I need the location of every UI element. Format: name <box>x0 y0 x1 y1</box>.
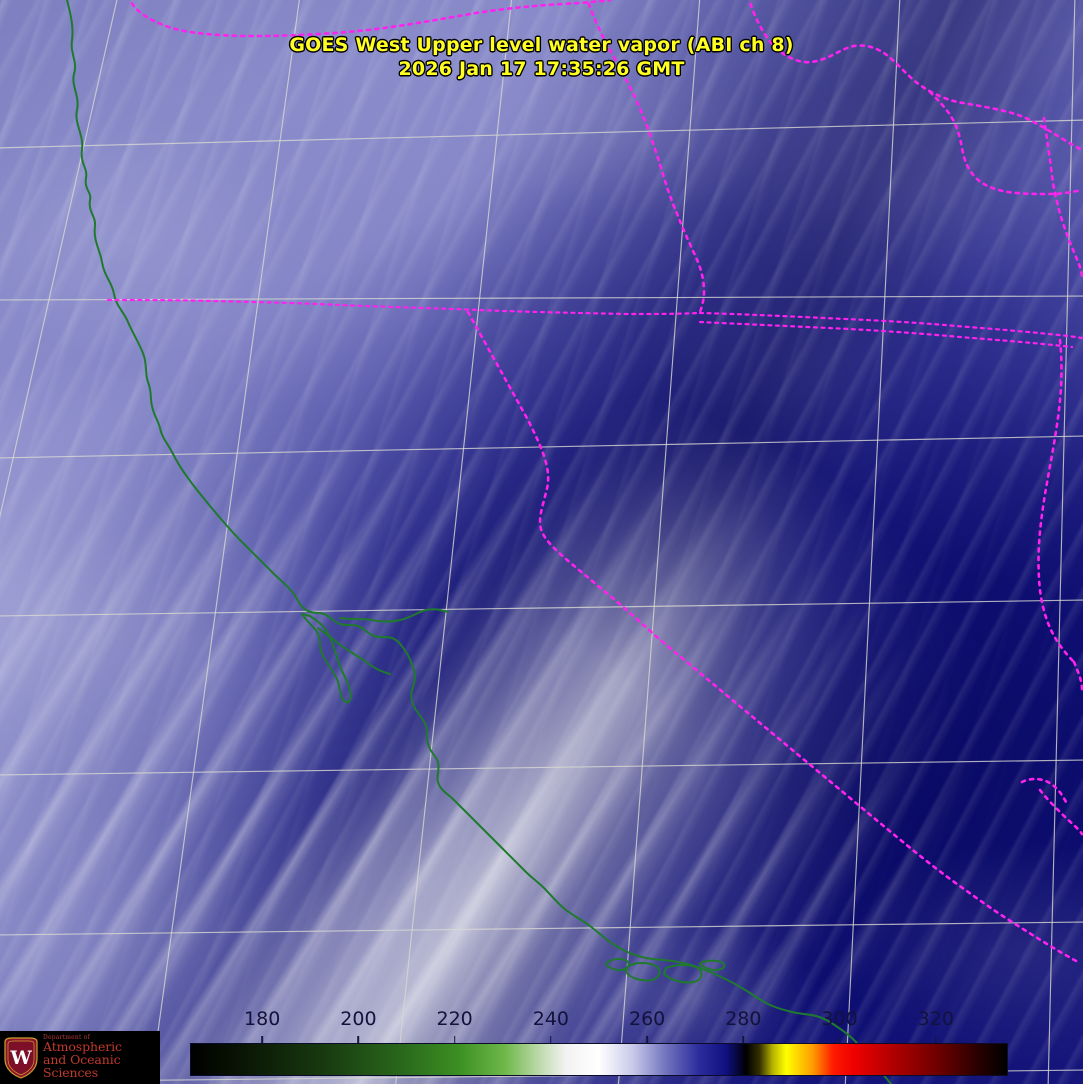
coastline-pacific <box>65 0 893 1084</box>
graticule-meridian <box>0 0 118 519</box>
colorbar-label-180: 180 <box>244 1008 281 1030</box>
border-mt-wy <box>928 90 1083 196</box>
colorbar-label-200: 200 <box>340 1008 377 1030</box>
coastline-island-santa-cruz <box>625 962 661 982</box>
colorbar-tick-220 <box>453 1036 456 1043</box>
state-border-group <box>106 0 1083 964</box>
border-ca-nv-diagonal <box>466 310 1080 964</box>
graticule-meridian <box>1047 0 1076 1084</box>
uw-aos-logo: W Department of Atmospheric and Oceanic … <box>0 1031 160 1084</box>
graticule-parallel <box>0 759 1083 776</box>
border-az-curve <box>1020 777 1068 804</box>
border-or-id <box>586 0 706 314</box>
border-42n-east <box>698 311 1083 340</box>
colorbar: 180 200 220 240 260 280 300 320 <box>190 1008 1008 1078</box>
colorbar-label-240: 240 <box>532 1008 570 1030</box>
coastline-island-san-miguel <box>605 958 630 971</box>
colorbar-tick-280 <box>742 1036 745 1043</box>
coastline-group <box>65 0 893 1084</box>
colorbar-tick-300 <box>838 1036 841 1043</box>
border-wa-north <box>128 0 612 38</box>
graticule-parallel <box>0 599 1083 617</box>
graticule-meridian <box>150 0 300 1084</box>
border-az-east <box>1038 788 1083 836</box>
colorbar-tick-320 <box>935 1036 937 1043</box>
coastline-bay-delta <box>317 627 391 675</box>
colorbar-label-280: 280 <box>725 1008 762 1030</box>
colorbar-labels: 180 200 220 240 260 280 300 320 <box>190 1008 1008 1036</box>
colorbar-label-300: 300 <box>821 1008 858 1030</box>
coastline-island-santa-rosa <box>663 964 703 984</box>
svg-text:W: W <box>9 1047 32 1069</box>
coastline-bay-inlet <box>339 608 449 623</box>
colorbar-tick-180 <box>261 1036 263 1043</box>
graticule-meridian <box>395 0 513 1084</box>
colorbar-tick-260 <box>646 1036 648 1043</box>
border-ut-az <box>1072 660 1083 692</box>
border-id-mt <box>747 0 1083 152</box>
colorbar-tick-200 <box>357 1036 360 1043</box>
graticule-parallel <box>0 921 1083 936</box>
crest-icon: W <box>4 1037 38 1079</box>
graticule-meridian <box>617 0 701 1084</box>
coastline-san-francisco-bay <box>301 613 352 704</box>
colorbar-ticks <box>190 1036 1008 1043</box>
colorbar-label-320: 320 <box>917 1008 954 1030</box>
colorbar-bar <box>190 1043 1008 1076</box>
logo-name-line2: and Oceanic Sciences <box>43 1052 121 1080</box>
colorbar-label-260: 260 <box>628 1008 666 1030</box>
border-42n-east-lower <box>698 320 1074 349</box>
logo-name-line1: Atmospheric <box>43 1039 122 1055</box>
border-42n-west <box>106 298 702 316</box>
colorbar-tick-240 <box>550 1036 552 1043</box>
border-wy-vertical <box>1042 116 1083 280</box>
logo-text-block: Department of Atmospheric and Oceanic Sc… <box>43 1035 160 1079</box>
coastline-island-anacapa <box>699 959 726 971</box>
border-nv-ut <box>1037 338 1076 664</box>
graticule-parallel <box>0 119 1083 149</box>
colorbar-label-220: 220 <box>436 1008 473 1030</box>
colorbar-gradient <box>191 1044 1007 1075</box>
graticule-meridian <box>844 0 901 1084</box>
logo-dept-line: Department of <box>43 1034 90 1042</box>
